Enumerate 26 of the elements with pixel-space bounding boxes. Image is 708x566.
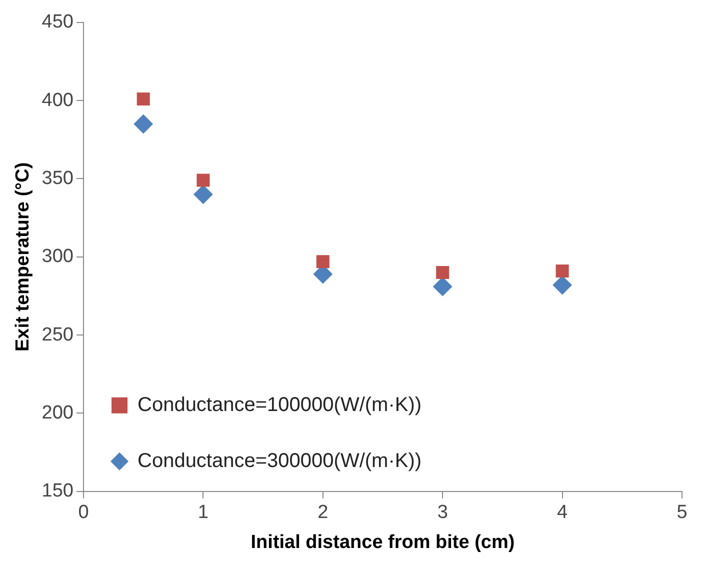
point	[316, 255, 330, 268]
x-tick-label: 3	[437, 502, 448, 524]
x-tick-label: 4	[557, 502, 568, 524]
y-tick-label: 450	[42, 12, 74, 33]
y-tick-label: 300	[42, 246, 74, 268]
point	[436, 266, 450, 280]
point	[134, 114, 153, 134]
x-tick-label: 0	[78, 502, 89, 524]
y-tick-label: 250	[42, 324, 74, 346]
point	[196, 174, 210, 187]
y-tick-label: 400	[42, 90, 74, 111]
legend-label: Conductance=100000(W/(m·K))	[138, 394, 422, 416]
y-tick-label: 200	[42, 402, 74, 424]
y-axis-title: Exit temperature (°C)	[12, 162, 34, 352]
point	[136, 92, 150, 106]
point	[194, 184, 213, 204]
y-tick-label: 350	[42, 168, 74, 189]
legend-label: Conductance=300000(W/(m·K))	[138, 450, 422, 472]
x-tick-label: 2	[318, 502, 328, 524]
x-tick-label: 1	[198, 502, 208, 524]
y-tick-label: 150	[42, 480, 74, 502]
point	[552, 276, 572, 295]
point	[556, 264, 569, 278]
x-tick-label: 5	[676, 502, 688, 524]
point	[433, 277, 452, 296]
x-axis-title: Initial distance from bite (cm)	[250, 532, 515, 553]
